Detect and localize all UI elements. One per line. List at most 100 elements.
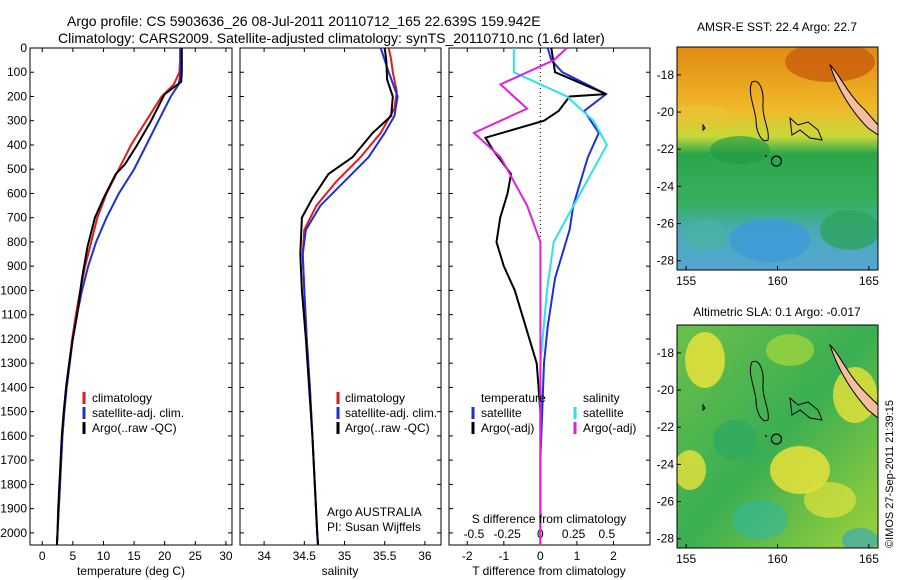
- series-line-argo-raw-qc-: [55, 48, 183, 546]
- s-tick-label: 0.25: [562, 527, 586, 541]
- legend-label-temp-argo: Argo(-adj): [481, 421, 534, 435]
- map-y-tick-label: -26: [657, 495, 675, 509]
- y-tick-label: 1300: [0, 356, 27, 370]
- y-tick-label: 1000: [0, 283, 27, 297]
- legend-label-argo: Argo(..raw -QC): [345, 421, 430, 435]
- map-x-tick-label: 165: [859, 274, 879, 288]
- y-tick-label: 200: [7, 89, 27, 103]
- map-y-tick-label: -28: [657, 254, 675, 268]
- legend-title-temperature: temperature: [481, 391, 546, 405]
- x-tick-label: 25: [189, 549, 203, 563]
- x-tick-label: 20: [158, 549, 172, 563]
- map-x-tick-label: 160: [767, 552, 787, 566]
- x-tick-label: 2: [610, 549, 617, 563]
- legend-label-temp-satellite: satellite: [481, 406, 522, 420]
- y-tick-label: 300: [7, 114, 27, 128]
- sst-map-axes: 155 160 165 -18 -20 -22 -24 -26 -28: [657, 68, 880, 288]
- map-y-tick-label: -24: [657, 179, 675, 193]
- y-tick-label: 1100: [1, 308, 27, 322]
- sla-map-field: [677, 325, 878, 548]
- series-line-argo-adj-: [483, 47, 607, 545]
- legend-label-argo: Argo(..raw -QC): [92, 421, 177, 435]
- series-line-argo-raw-qc-: [299, 47, 394, 546]
- legend-label-sal-satellite: satellite: [583, 406, 624, 420]
- sla-map-axes: 155 160 165 -18 -20 -22 -24 -26 -28: [657, 346, 880, 566]
- y-tick-label: 1800: [0, 477, 27, 491]
- x-tick-label: -1: [498, 549, 509, 563]
- salinity-plot: 34 34.5 35 35.5 36: [240, 47, 441, 563]
- footer-credit: ©IMOS 27-Sep-2011 21:39:15: [884, 400, 896, 548]
- salinity-panel-frame: [239, 47, 442, 546]
- argo-location-marker: [770, 433, 783, 445]
- map-x-tick-label: 155: [676, 274, 696, 288]
- y-tick-label: 1400: [0, 380, 27, 394]
- map-y-tick-label: -20: [657, 105, 675, 119]
- x-tick-label: 35: [338, 549, 352, 563]
- y-tick-label: 0: [20, 41, 27, 55]
- difference-xlabel: T difference from climatology: [472, 564, 626, 578]
- y-tick-label: 1700: [0, 453, 27, 467]
- x-tick-label: 15: [127, 549, 141, 563]
- difference-plot: -2 -1 0 1 2-0.5 -0.25 0 0.25 0.5: [449, 47, 650, 563]
- title-line-1: Argo profile: CS 5903636_26 08-Jul-2011 …: [67, 13, 541, 29]
- map-y-tick-label: -28: [657, 532, 675, 546]
- y-tick-label: 500: [7, 162, 27, 176]
- x-tick-label: 34.5: [293, 549, 317, 563]
- map-x-tick-label: 160: [767, 274, 787, 288]
- x-tick-label: 34: [257, 549, 271, 563]
- x-tick-label: 10: [97, 549, 111, 563]
- annotation-argo-australia: Argo AUSTRALIA: [327, 505, 422, 519]
- y-tick-label: 1200: [0, 332, 27, 346]
- series-line-satellite-adj-clim-: [55, 48, 183, 546]
- legend-label-sal-argo: Argo(-adj): [583, 421, 636, 435]
- x-tick-label: 0: [537, 549, 544, 563]
- y-tick-label: 100: [7, 65, 27, 79]
- map-y-tick-label: -18: [657, 68, 675, 82]
- sst-map-field: [677, 47, 878, 270]
- sst-map-title: AMSR-E SST: 22.4 Argo: 22.7: [697, 20, 857, 34]
- series-line-satellite: [539, 47, 608, 545]
- map-y-tick-label: -26: [657, 217, 675, 231]
- x-tick-label: -2: [462, 549, 473, 563]
- argo-location-marker: [770, 155, 783, 167]
- annotation-pi: PI: Susan Wijffels: [327, 520, 421, 534]
- x-tick-label: 0: [39, 549, 46, 563]
- y-tick-label: 800: [7, 235, 27, 249]
- y-tick-label: 2000: [0, 526, 27, 540]
- y-tick-label: 600: [7, 186, 27, 200]
- legend-title-salinity: salinity: [583, 391, 620, 405]
- series-line-argo-adj-: [472, 47, 568, 545]
- y-tick-label: 700: [7, 211, 27, 225]
- temperature-legend: climatology satellite-adj. clim. Argo(..…: [82, 391, 184, 435]
- map-y-tick-label: -20: [657, 383, 675, 397]
- series-line-satellite: [512, 48, 608, 545]
- map-x-tick-label: 165: [859, 552, 879, 566]
- map-y-tick-label: -24: [657, 457, 675, 471]
- y-tick-label: 900: [7, 259, 27, 273]
- map-y-tick-label: -22: [657, 142, 675, 156]
- x-tick-label: 35.5: [373, 549, 397, 563]
- sla-map-title: Altimetric SLA: 0.1 Argo: -0.017: [693, 305, 861, 319]
- legend-label-climatology: climatology: [92, 391, 152, 405]
- x-tick-label: 30: [219, 549, 233, 563]
- map-y-tick-label: -18: [657, 346, 675, 360]
- s-tick-label: -0.5: [464, 527, 485, 541]
- x-tick-label: 1: [574, 549, 581, 563]
- y-tick-label: 1900: [0, 502, 27, 516]
- temperature-panel-frame: [29, 47, 233, 546]
- y-tick-label: 1500: [0, 405, 27, 419]
- difference-panel-frame: [448, 47, 651, 546]
- s-tick-label: -0.25: [493, 527, 521, 541]
- difference-legend-salinity: salinity satellite Argo(-adj): [573, 391, 636, 435]
- legend-label-climatology: climatology: [345, 391, 405, 405]
- y-tick-label: 1600: [0, 429, 27, 443]
- x-tick-label: 5: [70, 549, 77, 563]
- difference-xlabel-top: S difference from climatology: [472, 512, 627, 526]
- legend-label-satellite: satellite-adj. clim.: [92, 406, 184, 420]
- x-tick-label: 36: [418, 549, 432, 563]
- salinity-xlabel: salinity: [322, 564, 359, 578]
- map-y-tick-label: -22: [657, 420, 675, 434]
- s-tick-label: 0.5: [598, 527, 615, 541]
- y-tick-label: 400: [7, 138, 27, 152]
